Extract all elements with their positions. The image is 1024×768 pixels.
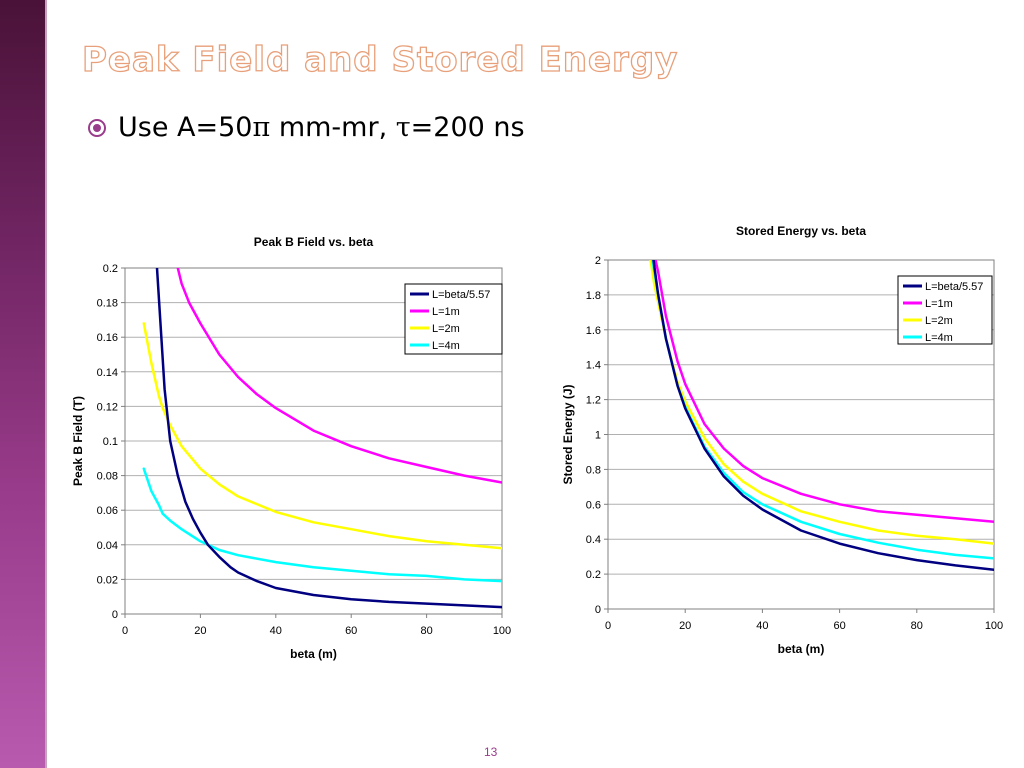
chart-2-title: Stored Energy vs. beta	[736, 224, 866, 238]
chart-2-legend-label: L=beta/5.57	[925, 281, 983, 293]
chart-1-series-line	[155, 268, 502, 609]
chart-2-ytick-label: 0.6	[586, 499, 601, 511]
bullet-text-middle: mm-mr,	[270, 112, 396, 143]
chart-2-xtick-label: 60	[833, 620, 845, 632]
chart-2-xtick-label: 100	[985, 620, 1003, 632]
chart-2-xtick-label: 20	[679, 620, 691, 632]
chart-1-ytick-label: 0.14	[97, 367, 118, 379]
chart-2-ytick-label: 0.2	[586, 569, 601, 581]
chart-1-xtick-label: 40	[270, 625, 282, 637]
chart-1-series-line	[142, 322, 502, 550]
chart-2-xlabel: beta (m)	[778, 642, 825, 656]
chart-1-legend-label: L=2m	[432, 323, 460, 335]
chart-2-series-line	[652, 260, 994, 571]
chart-2-ylabel: Stored Energy (J)	[561, 384, 575, 484]
chart-1-ytick-label: 0.12	[97, 401, 118, 413]
chart-2-xtick-label: 40	[756, 620, 768, 632]
chart-1-ytick-label: 0.2	[103, 263, 118, 275]
sidebar-divider	[45, 0, 47, 768]
chart-2-legend-label: L=2m	[925, 315, 953, 327]
chart-1-xtick-label: 0	[122, 625, 128, 637]
chart-1-series-line	[176, 268, 502, 484]
bullet-circle-icon	[88, 118, 106, 137]
chart-2-series-line	[654, 260, 994, 524]
chart-1-xtick-label: 80	[420, 625, 432, 637]
chart-2-ytick-label: 1.4	[586, 360, 601, 372]
chart-1-series-line	[142, 467, 502, 583]
chart-2-ytick-label: 2	[595, 255, 601, 267]
chart-1-ylabel: Peak B Field (T)	[71, 396, 85, 486]
chart-1-ytick-label: 0.06	[97, 505, 118, 517]
slide-title: Peak Field and Stored Energy	[81, 39, 679, 80]
chart-2-legend-label: L=1m	[925, 298, 953, 310]
chart-1-title: Peak B Field vs. beta	[254, 235, 374, 249]
chart-1-legend-label: L=4m	[432, 340, 460, 352]
chart-2-ytick-label: 1.8	[586, 290, 601, 302]
tau-symbol: τ	[395, 112, 411, 143]
chart-2-ytick-label: 0	[595, 604, 601, 616]
page-number: 13	[484, 745, 498, 759]
chart-1-ytick-label: 0.02	[97, 574, 118, 586]
chart-2-ytick-label: 0.8	[586, 464, 601, 476]
chart-1-xtick-label: 60	[345, 625, 357, 637]
chart-1-ytick-label: 0.16	[97, 332, 118, 344]
chart-2-ytick-label: 1.6	[586, 325, 601, 337]
chart-1-ytick-label: 0.04	[97, 540, 118, 552]
chart-1-legend	[404, 283, 503, 355]
bullet-text-suffix: =200 ns	[410, 112, 525, 143]
chart-1-xtick-label: 100	[493, 625, 511, 637]
chart-1-xtick-label: 20	[194, 625, 206, 637]
pi-symbol: π	[252, 112, 271, 143]
chart-1-plot-area	[124, 267, 503, 615]
chart-2-legend-label: L=4m	[925, 332, 953, 344]
chart-1-ytick-label: 0	[112, 609, 118, 621]
chart-1-legend-label: L=1m	[432, 306, 460, 318]
bullet-item: Use A=50 π mm-mr, τ =200 ns	[88, 112, 525, 143]
chart-1-ytick-label: 0.08	[97, 471, 118, 483]
chart-2-ytick-label: 0.4	[586, 534, 601, 546]
chart-2-ytick-label: 1	[595, 430, 601, 442]
chart-2-xtick-label: 0	[605, 620, 611, 632]
chart-2-ytick-label: 1.2	[586, 395, 601, 407]
chart-1-ytick-label: 0.1	[103, 436, 118, 448]
chart-2-plot-area	[607, 259, 995, 610]
chart-1-ytick-label: 0.18	[97, 298, 118, 310]
sidebar-decoration	[0, 0, 45, 768]
chart-2-xtick-label: 80	[911, 620, 923, 632]
chart-1-xlabel: beta (m)	[290, 647, 337, 661]
bullet-text-prefix: Use A=50	[118, 112, 253, 143]
chart-1-legend-label: L=beta/5.57	[432, 289, 490, 301]
